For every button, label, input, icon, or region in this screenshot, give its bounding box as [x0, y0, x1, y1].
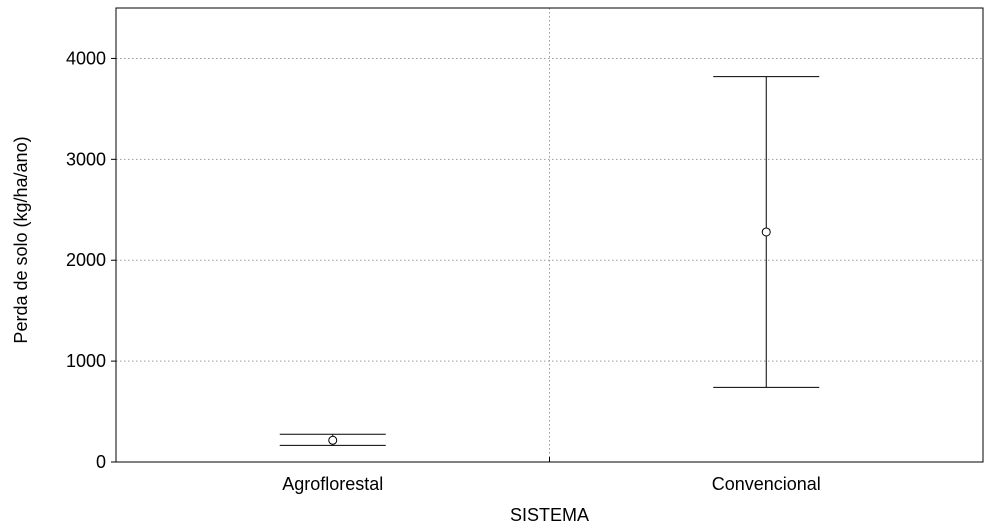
error-bar: [713, 76, 820, 388]
x-axis-title: SISTEMA: [510, 505, 589, 525]
y-axis-title: Perda de solo (kg/ha/ano): [11, 136, 31, 343]
mean-point: [761, 227, 771, 237]
y-tick-label: 2000: [66, 250, 106, 270]
x-axis-ticks: Agroflorestal Convencional: [282, 457, 821, 494]
y-tick-label: 0: [96, 452, 106, 472]
x-tick-label: Agroflorestal: [282, 474, 383, 494]
y-tick-label: 3000: [66, 149, 106, 169]
y-tick-label: 1000: [66, 351, 106, 371]
error-bar: [279, 433, 386, 446]
mean-point: [328, 435, 338, 445]
error-bars: [279, 76, 820, 446]
plot-frame: [115, 7, 984, 463]
grid: [116, 8, 983, 462]
y-axis-ticks: 0 1000 2000 3000 4000: [66, 48, 116, 472]
y-tick-label: 4000: [66, 48, 106, 68]
x-tick-label: Convencional: [712, 474, 821, 494]
